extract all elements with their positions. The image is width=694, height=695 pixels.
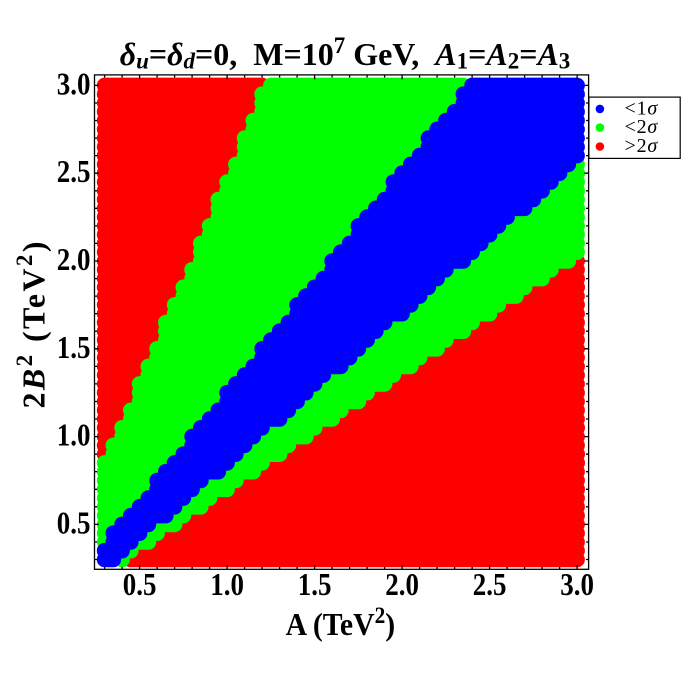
svg-text:1.5: 1.5 — [57, 329, 91, 365]
svg-text:1.0: 1.0 — [57, 417, 91, 453]
svg-text:>2σ: >2σ — [625, 135, 659, 157]
svg-text:3.0: 3.0 — [560, 566, 594, 602]
svg-text:1.0: 1.0 — [210, 566, 244, 602]
svg-text:0.5: 0.5 — [123, 566, 157, 602]
svg-text:1.5: 1.5 — [298, 566, 332, 602]
svg-text:3.0: 3.0 — [57, 65, 91, 101]
svg-text:2.5: 2.5 — [57, 153, 91, 189]
svg-text:<2σ: <2σ — [625, 116, 659, 138]
svg-text:2.0: 2.0 — [57, 241, 91, 277]
svg-text:0.5: 0.5 — [57, 504, 91, 540]
svg-text:2.5: 2.5 — [473, 566, 507, 602]
svg-text:δu=δd=0, M=107 GeV, A1=A2=A3: δu=δd=0, M=107 GeV, A1=A2=A3 — [120, 33, 571, 74]
svg-text:2.0: 2.0 — [385, 566, 419, 602]
svg-text:<1σ: <1σ — [625, 97, 659, 119]
